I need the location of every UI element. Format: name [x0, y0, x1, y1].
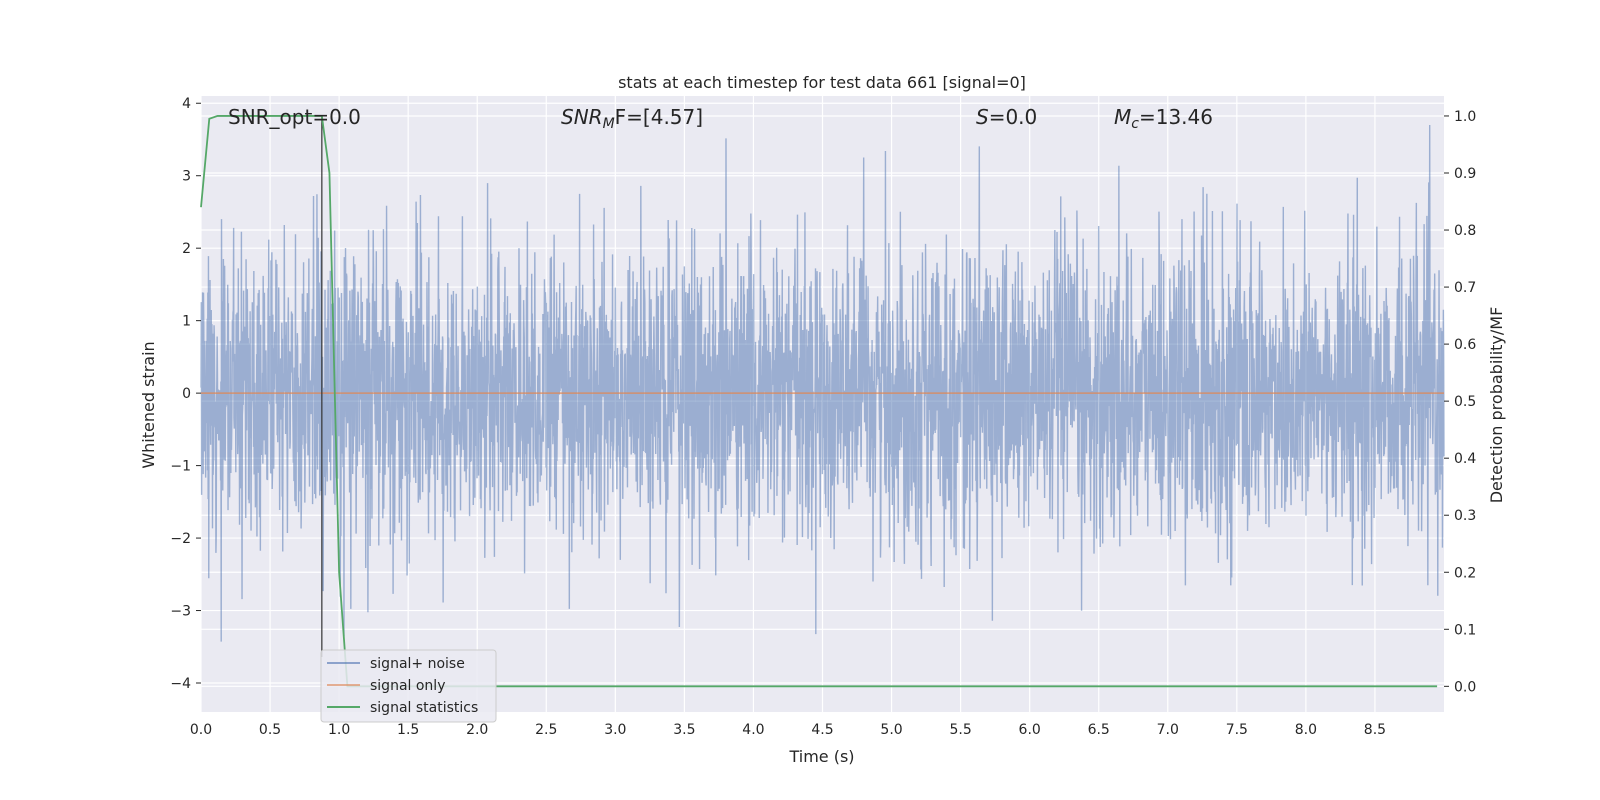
x-tick-label: 2.0	[466, 722, 488, 738]
x-tick-label: 7.0	[1157, 722, 1179, 738]
x-tick-label: 3.5	[673, 722, 695, 738]
series-signal-noise	[200, 124, 1445, 642]
y-tick-label: −4	[170, 676, 191, 692]
legend-label-stats: signal statistics	[370, 700, 478, 716]
legend-label-noise: signal+ noise	[370, 656, 465, 672]
y-tick-label: 3	[182, 169, 191, 185]
y-tick-label: 1	[182, 314, 191, 330]
y-right-tick-label: 0.1	[1454, 622, 1476, 638]
legend-box	[320, 649, 497, 723]
y-tick-label: −2	[170, 531, 191, 547]
series-signal-statistics	[200, 115, 1438, 688]
x-tick-label: 3.0	[604, 722, 626, 738]
x-tick-label: 6.5	[1088, 722, 1110, 738]
x-axis-ticks: 0.0 0.5 1.0 1.5 2.0 2.5 3.0 3.5 4.0 4.5 5.0 5.5 6.0 6…	[190, 722, 1386, 738]
x-tick-label: 4.5	[811, 722, 833, 738]
x-tick-label: 0.5	[259, 722, 281, 738]
y-right-tick-label: 0.2	[1454, 565, 1476, 581]
x-tick-label: 0.0	[190, 722, 212, 738]
y-right-tick-label: 0.0	[1454, 679, 1476, 695]
x-tick-label: 1.0	[328, 722, 350, 738]
x-tick-label: 5.0	[880, 722, 902, 738]
x-axis-label: Time (s)	[788, 747, 854, 766]
noise-line	[200, 124, 1445, 642]
x-tick-label: 2.5	[535, 722, 557, 738]
annotation-snr-opt: SNR_opt=0.0	[228, 105, 361, 129]
y-right-tick-label: 0.4	[1454, 451, 1476, 467]
annotation-snr-mf: SNRMF=[4.57]	[561, 105, 703, 132]
y-right-tick-label: 0.6	[1454, 337, 1476, 353]
y-right-tick-label: 0.3	[1454, 508, 1476, 524]
x-tick-label: 5.5	[949, 722, 971, 738]
y-right-axis-ticks: 0.0 0.1 0.2 0.3 0.4 0.5 0.6 0.7 0.8 0.9 1.0	[1444, 109, 1476, 695]
y-tick-label: −1	[170, 459, 191, 475]
x-tick-label: 8.0	[1295, 722, 1317, 738]
legend-label-signal: signal only	[370, 678, 445, 694]
annotation-s: S=0.0	[976, 105, 1037, 129]
y-axis-label: Whitened strain	[139, 341, 158, 468]
x-tick-label: 8.5	[1364, 722, 1386, 738]
y-tick-label: 0	[182, 386, 191, 402]
x-tick-label: 4.0	[742, 722, 764, 738]
y-tick-label: 2	[182, 241, 191, 257]
y-right-tick-label: 0.5	[1454, 394, 1476, 410]
x-tick-label: 1.5	[397, 722, 419, 738]
y-right-tick-label: 0.9	[1454, 166, 1476, 182]
statistics-line	[200, 115, 1438, 688]
x-tick-label: 6.0	[1019, 722, 1041, 738]
y-tick-label: 4	[182, 96, 191, 112]
legend: signal+ noise signal only signal statist…	[320, 649, 497, 723]
y-right-axis-label: Detection probability/MF	[1487, 307, 1506, 504]
y-right-tick-label: 0.8	[1454, 223, 1476, 239]
y-tick-label: −3	[170, 604, 191, 620]
annotation-mc: Mc=13.46	[1114, 105, 1213, 132]
chart-title: stats at each timestep for test data 661…	[618, 73, 1026, 92]
y-axis-ticks: −4 −3 −2 −1 0 1 2 3 4	[170, 96, 201, 692]
y-right-tick-label: 1.0	[1454, 109, 1476, 125]
x-tick-label: 7.5	[1226, 722, 1248, 738]
y-right-tick-label: 0.7	[1454, 280, 1476, 296]
